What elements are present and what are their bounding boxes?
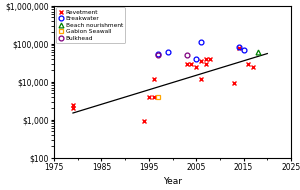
Breakwater	[157, 52, 160, 55]
Revetment	[208, 58, 212, 60]
Revetment	[232, 82, 236, 85]
Revetment	[142, 120, 146, 123]
Breakwater	[242, 48, 245, 51]
Breakwater	[194, 58, 198, 60]
Revetment	[199, 78, 203, 80]
Legend: Revetment, Breakwater, Beach nourishment, Gabion Seawall, Bulkhead: Revetment, Breakwater, Beach nourishment…	[56, 7, 125, 43]
Bulkhead	[185, 54, 188, 56]
Revetment	[204, 58, 208, 60]
Revetment	[152, 96, 155, 98]
Revetment	[147, 96, 151, 98]
Breakwater	[166, 51, 169, 53]
Line: Bulkhead: Bulkhead	[156, 53, 189, 58]
Revetment	[194, 65, 198, 68]
Revetment	[185, 63, 188, 65]
Revetment	[247, 63, 250, 65]
Breakwater	[237, 46, 241, 48]
Revetment	[237, 47, 241, 50]
Revetment	[204, 63, 208, 65]
Revetment	[71, 103, 75, 106]
Revetment	[199, 60, 203, 62]
Line: Breakwater: Breakwater	[156, 40, 246, 61]
X-axis label: Year: Year	[163, 177, 182, 186]
Revetment	[71, 107, 75, 109]
Revetment	[251, 65, 255, 68]
Revetment	[152, 78, 155, 80]
Breakwater	[199, 41, 203, 43]
Revetment	[190, 63, 193, 65]
Bulkhead	[157, 54, 160, 56]
Line: Revetment: Revetment	[70, 46, 256, 124]
